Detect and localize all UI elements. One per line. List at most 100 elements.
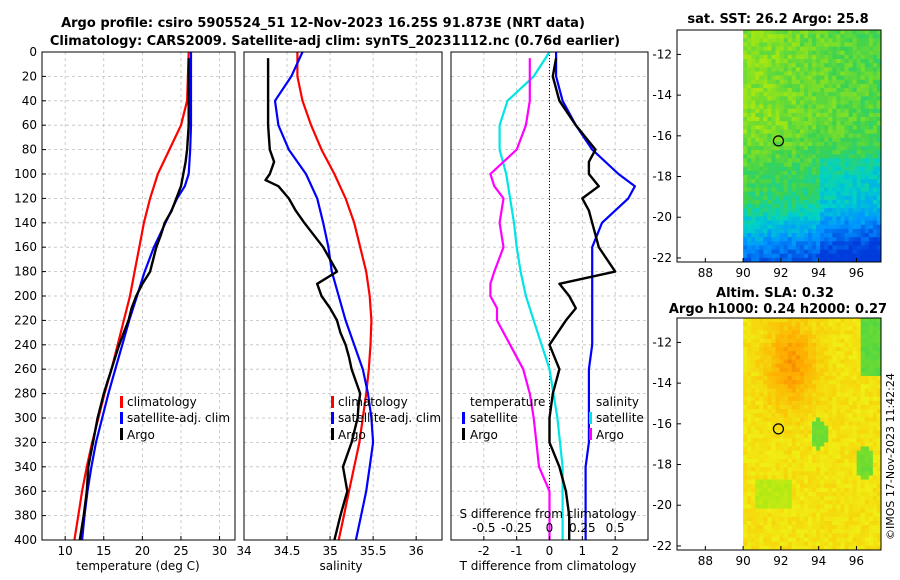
map-cell (803, 92, 809, 97)
map-cell (836, 496, 841, 501)
map-cell (828, 429, 833, 435)
map-cell (864, 133, 870, 139)
map-cell (852, 458, 858, 464)
map-cell (848, 183, 854, 188)
map-cell (816, 500, 821, 505)
map-cell (824, 467, 829, 472)
map-cell (755, 83, 760, 89)
map-cell (779, 388, 785, 393)
map-cell (840, 208, 845, 213)
map-cell (743, 442, 748, 447)
map-cell (844, 88, 849, 93)
map-cell (743, 59, 748, 64)
map-cell (767, 380, 772, 385)
map-cell (840, 471, 845, 476)
map-cell (812, 108, 817, 114)
map-cell (876, 421, 882, 427)
map-cell (791, 537, 797, 543)
map-cell (795, 150, 801, 155)
map-cell (743, 166, 748, 172)
legend-climatology-swatch (120, 396, 123, 408)
map-cell (775, 179, 781, 184)
map-cell (759, 454, 764, 460)
map-cell (840, 162, 845, 168)
map-cell (808, 529, 813, 534)
map-cell (808, 204, 813, 209)
map-cell (771, 512, 776, 518)
map-cell (771, 504, 776, 509)
map-cell (840, 533, 845, 538)
map-cell (783, 249, 789, 255)
map-cell (840, 334, 845, 340)
map-cell (820, 512, 825, 518)
salinity-legend: climatology satellite-adj. clim Argo (331, 395, 441, 442)
map-cell (828, 46, 833, 52)
map-cell (820, 204, 825, 209)
map-cell (763, 42, 768, 47)
map-cell (808, 187, 813, 192)
map-cell (868, 330, 874, 335)
map-cell (763, 59, 768, 64)
map-cell (808, 63, 813, 68)
map-cell (751, 166, 756, 172)
map-cell (844, 334, 849, 340)
map-cell (820, 237, 825, 242)
map-cell (852, 79, 858, 85)
map-cell (803, 322, 809, 327)
map-cell (743, 355, 748, 360)
map-cell (771, 257, 776, 263)
map-cell (791, 233, 797, 238)
map-cell (775, 108, 781, 114)
map-cell (828, 228, 833, 234)
map-cell (848, 521, 854, 526)
map-cell (743, 400, 748, 406)
map-cell (755, 179, 760, 184)
map-cell (795, 434, 801, 439)
map-cell (860, 371, 866, 377)
map-cell (828, 83, 833, 89)
map-cell (876, 166, 882, 172)
map-cell (759, 170, 764, 176)
map-cell (848, 30, 854, 35)
map-cell (803, 46, 809, 52)
lat-tick-label: -12 (652, 335, 672, 349)
map-cell (743, 46, 748, 52)
map-cell (868, 92, 874, 97)
map-cell (775, 355, 781, 360)
map-cell (848, 162, 854, 168)
map-cell (779, 363, 785, 369)
map-cell (856, 187, 862, 192)
map-cell (763, 417, 768, 422)
map-cell (820, 529, 825, 534)
map-cell (876, 50, 882, 56)
map-cell (763, 257, 768, 263)
map-cell (828, 371, 833, 377)
map-cell (743, 512, 748, 518)
map-cell (808, 121, 813, 126)
map-cell (808, 125, 813, 130)
depth-tick-label: 80 (22, 143, 37, 157)
map-cell (864, 521, 870, 526)
map-cell (771, 233, 776, 238)
map-cell (864, 75, 870, 81)
map-cell (763, 446, 768, 451)
map-cell (848, 388, 854, 393)
map-cell (828, 467, 833, 472)
map-cell (775, 59, 781, 64)
map-cell (787, 446, 793, 451)
map-cell (852, 380, 858, 385)
map-cell (820, 500, 825, 505)
map-cell (808, 30, 813, 35)
map-cell (759, 204, 764, 209)
map-cell (743, 496, 748, 501)
map-cell (836, 413, 841, 418)
map-cell (775, 487, 781, 493)
map-cell (836, 545, 841, 551)
map-cell (820, 199, 825, 205)
map-cell (743, 347, 748, 352)
map-cell (820, 175, 825, 180)
map-cell (795, 483, 801, 489)
map-cell (812, 158, 817, 163)
map-cell (743, 421, 748, 427)
map-cell (755, 224, 760, 230)
